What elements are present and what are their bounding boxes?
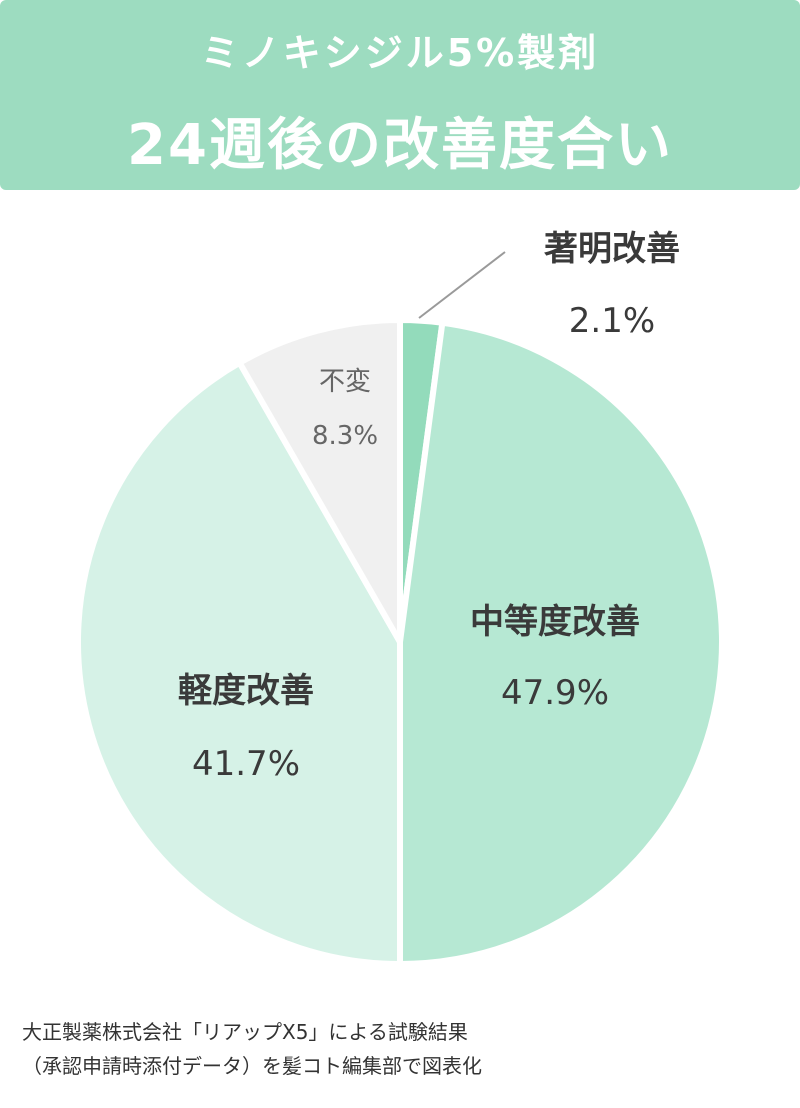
chart-header: ミノキシジル5%製剤 24週後の改善度合い [0,0,800,190]
pie-chart: 著明改善 2.1% 中等度改善 47.9% 軽度改善 41.7% 不変 8.3% [75,229,725,967]
chart-title: ミノキシジル5%製剤 [200,31,600,75]
slice-label-value: 41.7% [192,744,300,784]
source-line: 大正製薬株式会社「リアップX5」による試験結果 [22,1020,468,1044]
slice-label-name: 軽度改善 [178,671,314,711]
slice-label-value: 47.9% [501,673,609,713]
source-note: 大正製薬株式会社「リアップX5」による試験結果 （承認申請時添付データ）を髪コト… [22,1015,482,1083]
pie-slice [397,319,725,967]
pie-slice [236,317,403,645]
pie-slice [75,359,403,967]
slice-label-value: 2.1% [569,301,655,341]
chart-subtitle: 24週後の改善度合い [127,113,673,178]
slice-label-name: 著明改善 [544,229,680,269]
source-line: （承認申請時添付データ）を髪コト編集部で図表化 [22,1054,482,1078]
slice-label-value: 8.3% [312,421,378,451]
leader-line [418,251,506,319]
slice-label-name: 中等度改善 [470,602,640,642]
slice-label-name: 不変 [319,367,371,397]
